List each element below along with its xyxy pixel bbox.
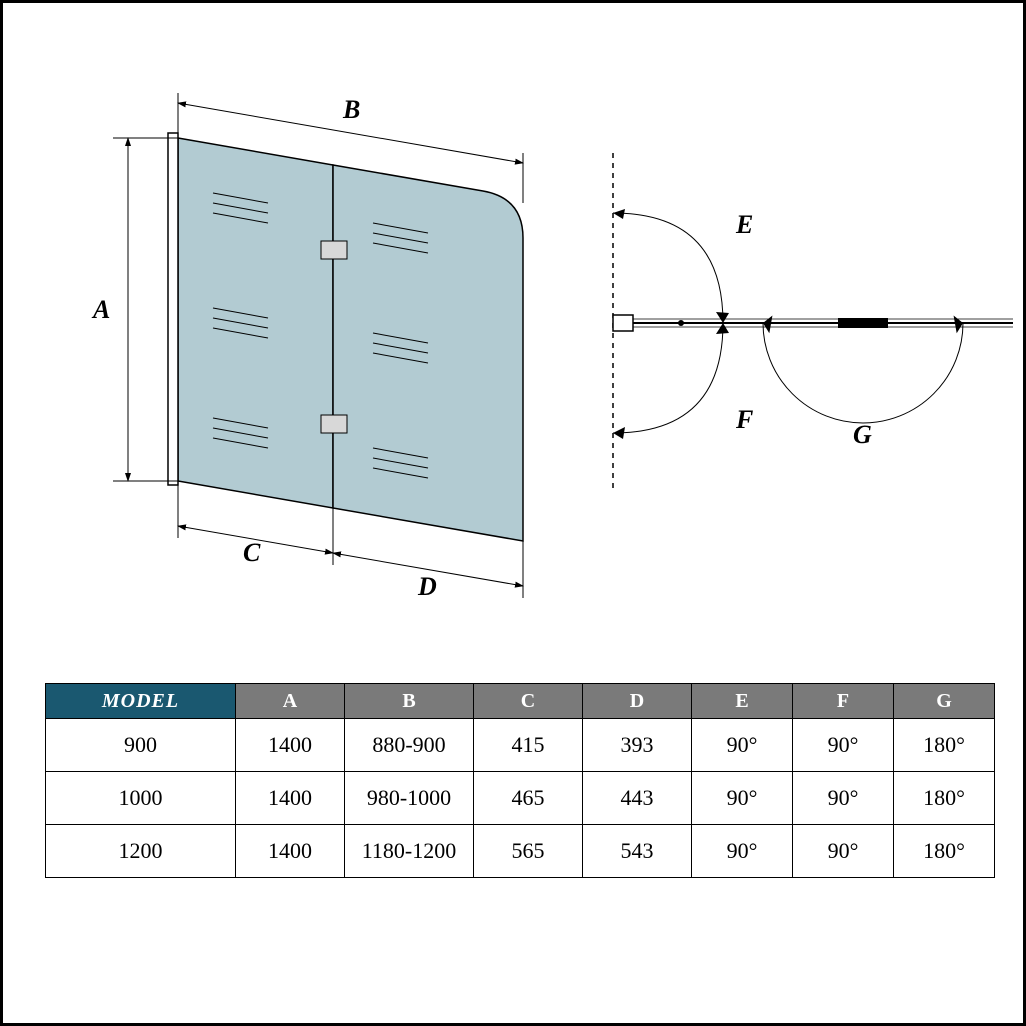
label-b: B [342,95,360,124]
arc-f [613,323,723,433]
arc-g [763,323,963,423]
diagram-right: E F G [573,143,1013,503]
col-g: G [894,684,995,719]
label-c: C [243,538,261,567]
label-a: A [91,295,110,324]
col-model: MODEL [46,684,236,719]
table-row: 9001400880-90041539390°90°180° [46,719,995,772]
table-row: 10001400980-100046544390°90°180° [46,772,995,825]
label-f: F [735,405,753,434]
col-a: A [236,684,345,719]
label-g: G [853,420,872,449]
wall-profile [168,133,178,485]
label-e: E [735,210,753,239]
label-d: D [417,572,437,601]
page: { "table": { "columns": ["MODEL","A","B"… [0,0,1026,1026]
col-f: F [793,684,894,719]
arc-e [613,213,723,323]
diagram-left: B A C D [43,63,563,623]
table-row: 120014001180-120056554390°90°180° [46,825,995,878]
col-b: B [345,684,474,719]
spec-table: MODEL A B C D E F G 9001400880-900415393… [45,683,995,878]
col-e: E [692,684,793,719]
table-header-row: MODEL A B C D E F G [46,684,995,719]
col-d: D [583,684,692,719]
glass-left-panel [178,138,333,508]
col-c: C [474,684,583,719]
